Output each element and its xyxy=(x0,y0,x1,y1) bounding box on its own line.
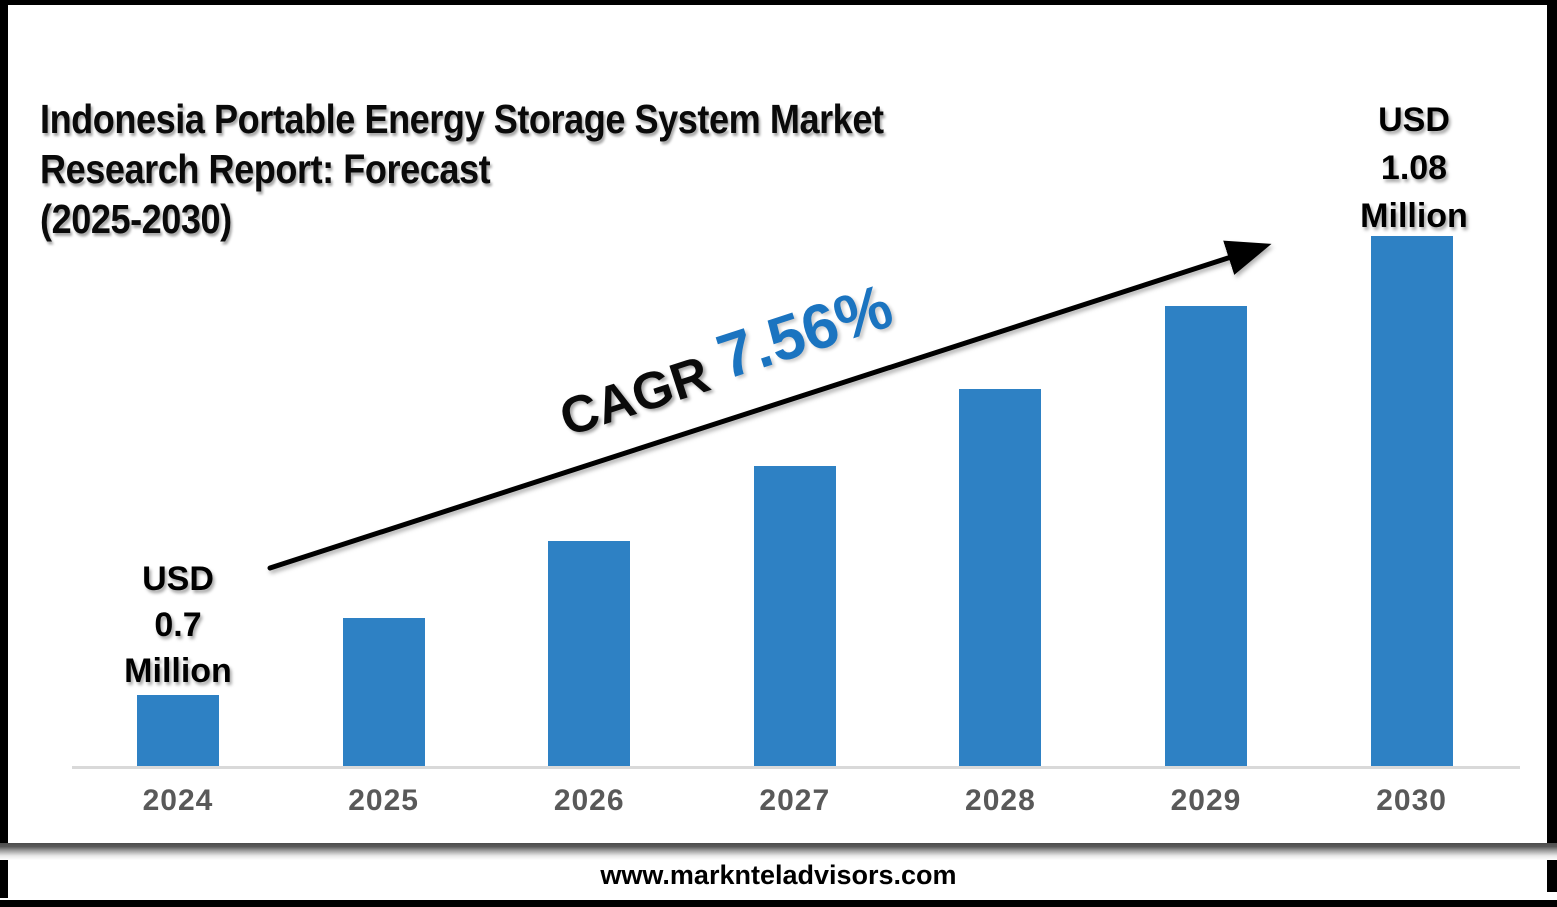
bar-2030 xyxy=(1370,236,1453,768)
frame-border-left xyxy=(0,0,8,898)
chart-title: Indonesia Portable Energy Storage System… xyxy=(40,94,1096,244)
value-label-2024-currency: USD xyxy=(142,560,214,598)
chart-title-line-2: Research Report: Forecast xyxy=(40,146,491,192)
frame-border-bottom xyxy=(0,900,1557,907)
x-tick-2030: 2030 xyxy=(1376,784,1447,817)
value-label-2030-unit: Million xyxy=(1360,197,1468,235)
cagr-label: CAGR xyxy=(552,345,717,448)
value-label-2030-currency: USD xyxy=(1378,101,1450,139)
value-label-2030: USD 1.08 Million xyxy=(1294,96,1534,240)
bar-2026 xyxy=(548,541,631,768)
value-label-2030-amount: 1.08 xyxy=(1380,149,1448,187)
bar-2029 xyxy=(1165,306,1247,768)
footer-divider xyxy=(0,843,1557,860)
frame-border-right xyxy=(1547,0,1557,892)
x-tick-2026: 2026 xyxy=(553,784,625,817)
footer-website-url: www.marknteladvisors.com xyxy=(600,860,957,890)
x-tick-2024: 2024 xyxy=(142,784,214,817)
bar-2024 xyxy=(137,695,219,768)
chart-title-line-1: Indonesia Portable Energy Storage System… xyxy=(40,96,884,142)
frame-border-top xyxy=(0,0,1557,5)
x-tick-2025: 2025 xyxy=(348,784,419,817)
x-tick-2029: 2029 xyxy=(1170,784,1242,817)
cagr-annotation: CAGR7.56% xyxy=(504,256,946,463)
cagr-value: 7.56% xyxy=(709,271,901,393)
bar-2025 xyxy=(342,618,425,768)
bar-2027 xyxy=(753,466,836,768)
bar-2028 xyxy=(959,389,1042,768)
chart-title-line-3: (2025-2030) xyxy=(40,196,232,242)
x-axis-line xyxy=(72,766,1520,769)
x-tick-2028: 2028 xyxy=(965,784,1036,817)
value-label-2024: USD 0.7 Million xyxy=(58,556,298,694)
value-label-2024-unit: Million xyxy=(124,652,232,690)
value-label-2024-amount: 0.7 xyxy=(154,606,202,644)
x-tick-2027: 2027 xyxy=(759,784,831,817)
